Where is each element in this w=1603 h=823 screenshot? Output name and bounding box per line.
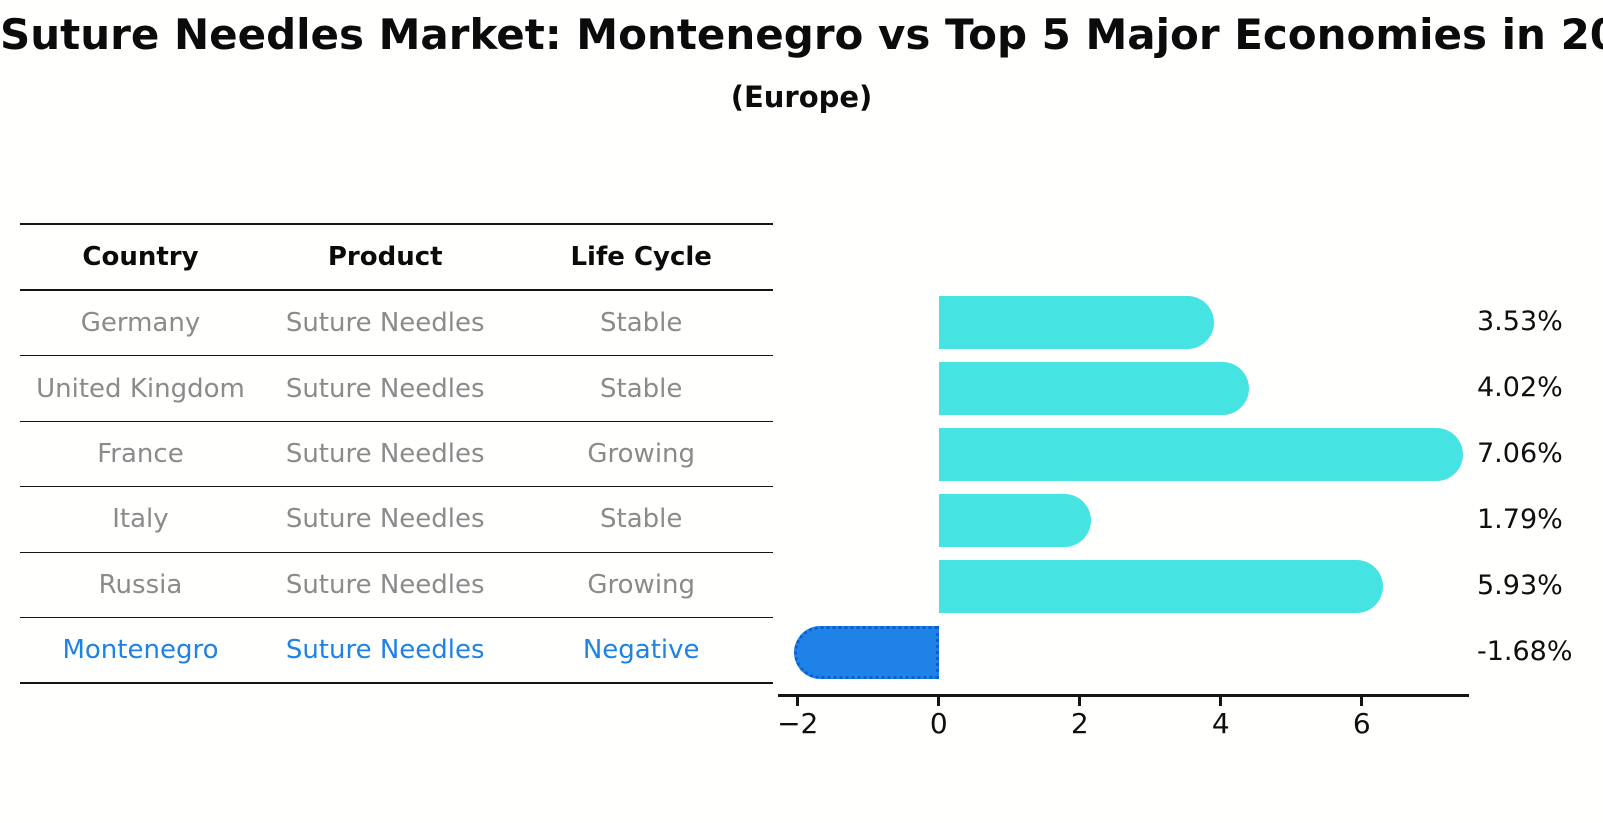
table-header-product: Product [327,242,443,272]
value-label-germany: 3.53% [1477,306,1563,337]
bar-montenegro [793,625,939,679]
x-axis-tick-label-4: 4 [1211,707,1230,740]
bar-italy [938,493,1092,547]
value-label-italy: 1.79% [1477,504,1563,535]
value-label-russia: 5.93% [1477,570,1563,601]
cell-life-cycle: Negative [582,634,700,665]
bar-france [938,427,1464,481]
chart-subtitle: (Europe) [730,80,873,114]
cell-life-cycle: Stable [600,504,683,535]
x-axis-line [778,694,1469,697]
x-axis-tick-label--2: −2 [777,707,819,740]
cell-product: Suture Needles [285,569,485,600]
value-label-france: 7.06% [1477,438,1563,469]
x-axis-tick-4 [1219,697,1223,706]
cell-product: Suture Needles [285,504,485,535]
cell-country: Russia [98,569,183,600]
cell-country: Montenegro [62,634,219,665]
table-row-france: France Suture Needles Growing [20,422,773,488]
chart-title: Suture Needles Market: Montenegro vs Top… [0,10,1603,59]
table-header-country: Country [82,242,199,272]
table-row-united-kingdom: United Kingdom Suture Needles Stable [20,356,773,422]
cell-country: United Kingdom [36,373,245,404]
table-row-montenegro: Montenegro Suture Needles Negative [20,618,773,684]
cell-life-cycle: Stable [600,308,683,339]
cell-product: Suture Needles [285,634,485,665]
table-row-italy: Italy Suture Needles Stable [20,487,773,553]
cell-product: Suture Needles [285,308,485,339]
cell-life-cycle: Growing [587,438,696,469]
cell-life-cycle: Growing [587,569,696,600]
x-axis-tick-label-2: 2 [1070,707,1089,740]
x-axis-tick-6 [1360,697,1364,706]
table-row-germany: Germany Suture Needles Stable [20,291,773,357]
bar-united-kingdom [938,361,1249,415]
bar-germany [938,295,1215,349]
bar-russia [938,559,1384,613]
x-axis-tick--2 [796,697,800,706]
value-label-montenegro: -1.68% [1477,636,1573,667]
x-axis-tick-2 [1078,697,1082,706]
cell-product: Suture Needles [285,373,485,404]
x-axis-tick-0 [937,697,941,706]
x-axis-tick-label-6: 6 [1352,707,1371,740]
value-label-united-kingdom: 4.02% [1477,372,1563,403]
cell-country: Italy [112,504,169,535]
table-header-life-cycle: Life Cycle [570,242,712,272]
cell-country: Germany [80,308,201,339]
x-axis-tick-label-0: 0 [929,707,948,740]
cell-product: Suture Needles [285,438,485,469]
table-row-russia: Russia Suture Needles Growing [20,553,773,618]
cell-country: France [97,438,184,469]
table-header-row: Country Product Life Cycle [20,225,773,291]
country-table: Country Product Life Cycle Germany Suture… [20,223,773,684]
cell-life-cycle: Stable [600,373,683,404]
